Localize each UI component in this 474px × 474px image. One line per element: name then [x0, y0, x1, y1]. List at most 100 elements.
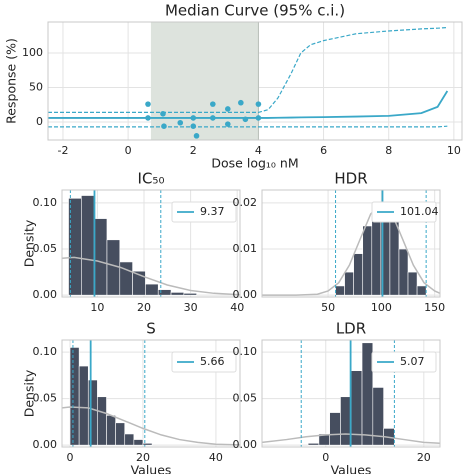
y-tick-label: 50: [29, 81, 43, 94]
hist-bar: [329, 412, 341, 446]
y-tick-label: 0: [36, 115, 43, 128]
shaded-region: [150, 22, 259, 140]
line-lower: [48, 125, 448, 128]
x-tick-label: 20: [136, 451, 150, 464]
hist-bar: [407, 271, 418, 296]
density-curve: [262, 202, 440, 296]
chart-title: S: [146, 320, 156, 338]
hist-bar: [87, 379, 98, 446]
hist-bar: [344, 271, 354, 296]
y-tick-label: 0.05: [33, 242, 58, 255]
y-tick-label: 0.05: [233, 392, 258, 405]
y-tick-label: 0.10: [33, 196, 58, 209]
x-tick-label: 0: [322, 451, 329, 464]
plot-area: [48, 22, 462, 140]
x-tick-label: 10: [90, 301, 104, 314]
legend-box: [371, 201, 437, 223]
data-point: [255, 101, 262, 107]
hist-bar: [81, 195, 95, 296]
data-point: [225, 106, 231, 112]
x-tick-label: -2: [57, 144, 68, 157]
legend-label: 5.66: [200, 355, 225, 368]
y-tick-label: 0.00: [233, 288, 258, 301]
axes-frame: [261, 339, 441, 448]
legend-label: 5.07: [400, 355, 425, 368]
line-median: [48, 90, 449, 119]
hist-bar: [124, 433, 135, 446]
hist-bar: [353, 253, 364, 296]
x-tick-label: 50: [321, 301, 335, 314]
axes-frame: [61, 339, 241, 448]
x-axis-label: Values: [331, 463, 372, 474]
hist-bar: [119, 261, 133, 296]
hist-bar: [307, 442, 320, 446]
plot-area: [62, 340, 240, 447]
plot-area: [262, 190, 440, 297]
hist-bar: [145, 283, 159, 296]
y-axis-label: Density: [22, 369, 37, 417]
data-point: [160, 110, 166, 117]
data-point: [190, 123, 197, 129]
legend-box: [171, 201, 237, 223]
x-tick-label: 100: [371, 301, 392, 314]
y-tick-label: 0.02: [233, 196, 258, 209]
y-tick-label: 0.00: [233, 438, 258, 451]
chart-title: Median Curve (95% c.i.): [165, 2, 345, 20]
y-tick-label: 100: [22, 46, 43, 59]
legend-box: [371, 351, 437, 373]
hist-bar: [362, 225, 373, 296]
line-upper: [48, 26, 448, 113]
data-point: [193, 133, 200, 139]
y-tick-label: 0.10: [33, 345, 58, 358]
x-tick-label: 150: [424, 301, 445, 314]
x-tick-label: 8: [385, 144, 392, 157]
hist-bar: [389, 221, 400, 296]
data-point: [210, 115, 216, 121]
density-curve: [262, 433, 440, 445]
y-tick-label: 0.00: [33, 438, 58, 451]
y-tick-label: 0.05: [33, 392, 58, 405]
axes-frame: [47, 21, 463, 141]
data-point: [145, 115, 151, 121]
x-tick-label: 20: [137, 301, 151, 314]
hist-bar: [416, 285, 427, 296]
data-point: [225, 121, 231, 127]
data-point: [190, 115, 197, 121]
x-tick-label: 40: [230, 301, 244, 314]
hist-bar: [78, 365, 89, 446]
data-point: [242, 116, 249, 123]
y-tick-label: 0.00: [33, 288, 58, 301]
axes-frame: [261, 189, 441, 298]
x-tick-label: 30: [184, 301, 198, 314]
density-curve: [62, 406, 240, 446]
hist-bar: [183, 293, 197, 296]
plot-area: [62, 190, 240, 297]
legend-label: 101.04: [400, 205, 439, 218]
hist-bar: [335, 285, 345, 296]
hist-bar: [142, 442, 153, 446]
hist-bar: [170, 292, 185, 296]
data-point: [210, 101, 216, 107]
data-point: [238, 99, 244, 106]
hist-bar: [133, 439, 144, 446]
data-point: [161, 123, 167, 129]
hist-bar: [372, 387, 384, 446]
chart-title: LDR: [336, 320, 366, 338]
hist-bar: [157, 289, 172, 296]
x-tick-label: 10: [447, 144, 461, 157]
data-point: [255, 115, 262, 121]
x-tick-label: 40: [209, 451, 223, 464]
legend-label: 9.37: [200, 205, 225, 218]
hist-bar: [361, 342, 374, 446]
x-tick-label: 2: [190, 144, 197, 157]
hist-bar: [93, 218, 108, 296]
x-tick-label: 4: [255, 144, 262, 157]
density-curve: [62, 256, 240, 296]
chart-title: HDR: [334, 170, 367, 188]
hist-bar: [132, 270, 146, 296]
hist-bar: [97, 396, 107, 446]
y-axis-label: Density: [22, 219, 37, 267]
hist-bar: [398, 248, 409, 296]
chart-title: IC₅₀: [138, 170, 165, 188]
